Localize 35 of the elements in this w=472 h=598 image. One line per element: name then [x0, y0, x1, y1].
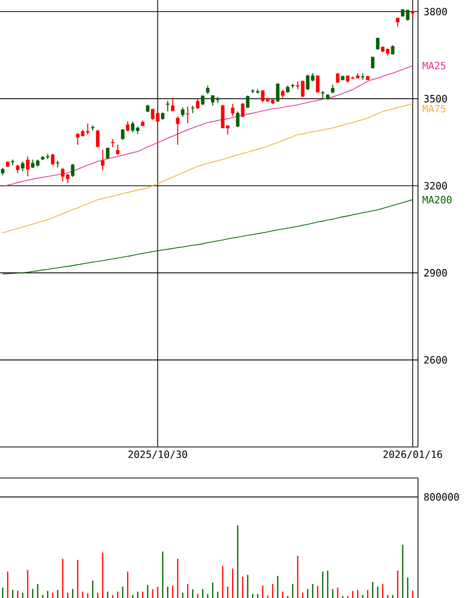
- candlestick: [70, 163, 74, 178]
- candlestick: [20, 160, 24, 172]
- y-tick-label: 3200: [424, 182, 447, 190]
- candlestick: [246, 94, 250, 108]
- candlestick: [116, 144, 120, 156]
- candlestick: [336, 72, 340, 83]
- candlestick: [186, 106, 190, 124]
- y-tick-label: 3500: [424, 94, 447, 102]
- candlestick: [96, 129, 100, 148]
- candlestick: [370, 56, 374, 69]
- candlestick: [100, 149, 104, 171]
- y-tick-label: 2600: [424, 356, 447, 364]
- candlestick: [316, 75, 320, 93]
- candlestick: [230, 103, 234, 117]
- candlestick: [26, 156, 30, 177]
- candlestick: [106, 148, 110, 160]
- candlestick: [180, 106, 184, 118]
- candlestick: [240, 102, 244, 118]
- candlestick: [196, 98, 200, 110]
- y-tick-label: 800000: [424, 493, 459, 501]
- candlestick: [176, 116, 180, 146]
- y-tick-label: 3800: [424, 8, 447, 16]
- series-label: MA200: [422, 196, 452, 204]
- series-label: MA25: [422, 62, 446, 70]
- x-tick-label: 2025/10/30: [128, 450, 188, 459]
- candlestick: [50, 154, 54, 166]
- series-label: MA75: [422, 104, 446, 112]
- candlestick: [126, 120, 130, 132]
- candlestick: [200, 95, 204, 106]
- candlestick: [166, 100, 170, 112]
- candlestick: [170, 98, 174, 112]
- candlestick: [236, 110, 240, 128]
- y-tick-label: 2900: [424, 269, 447, 277]
- candlestick: [120, 128, 124, 140]
- x-tick-label: 2026/01/16: [383, 450, 442, 459]
